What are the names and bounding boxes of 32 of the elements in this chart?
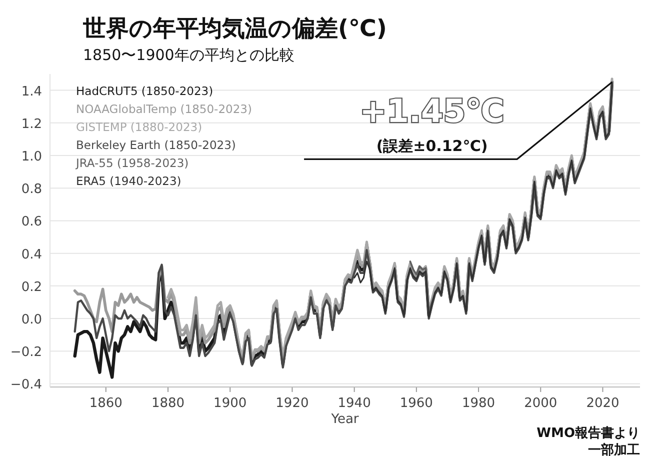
text: GISTEMP (1880-2023) — [76, 120, 202, 134]
y-tick-label: 1.4 — [21, 84, 42, 100]
y-tick-label: 0.2 — [21, 280, 42, 295]
x-tick-label: 2020 — [586, 396, 620, 411]
y-tick-label: −0.4 — [10, 378, 42, 393]
x-tick-label: 1960 — [400, 396, 433, 411]
y-tick-label: 0.8 — [21, 182, 42, 198]
y-tick-label: 1.0 — [21, 150, 42, 165]
text: NOAAGlobalTemp (1850-2023) — [76, 102, 252, 116]
x-tick-label: 1900 — [214, 396, 247, 411]
y-tick-label: −0.2 — [10, 345, 42, 360]
text: JRA-55 (1958-2023) — [75, 156, 189, 170]
chart-subtitle: 1850〜1900年の平均との比較 — [83, 46, 294, 64]
y-tick-label: 0.0 — [21, 312, 42, 328]
annotation: (誤差±0.12℃) — [376, 137, 488, 156]
text: ERA5 (1940-2023) — [76, 174, 182, 188]
x-tick-label: 1880 — [151, 396, 185, 411]
y-tick-label: 0.6 — [21, 214, 42, 230]
chart-title: 世界の年平均気温の偏差(℃) — [82, 16, 387, 42]
text: WMO報告書より — [536, 425, 640, 441]
x-tick-label: 1860 — [89, 396, 122, 411]
x-tick-label: 1920 — [276, 396, 309, 411]
x-axis-title: Year — [330, 412, 360, 427]
annotation: +1.45℃ — [360, 92, 504, 130]
x-tick-label: 2000 — [524, 396, 558, 411]
x-tick-label: 1980 — [462, 396, 496, 411]
text: 一部加工 — [588, 442, 640, 456]
text: Berkeley Earth (1850-2023) — [76, 138, 236, 152]
y-tick-label: 1.2 — [21, 116, 42, 132]
x-tick-label: 1940 — [338, 396, 371, 411]
text: HadCRUT5 (1850-2023) — [76, 84, 214, 98]
y-tick-label: 0.4 — [21, 247, 42, 262]
